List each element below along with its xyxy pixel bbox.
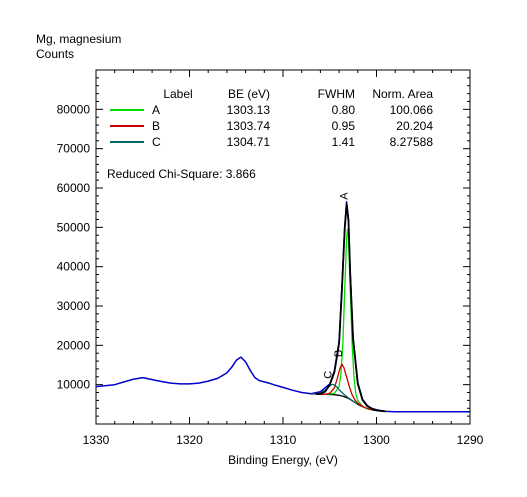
series-layer [95, 201, 470, 413]
legend-header-fwhm: FWHM [318, 87, 355, 101]
legend-header-be: BE (eV) [228, 87, 270, 101]
legend-area-b: 20.204 [396, 119, 433, 133]
x-tick-label-0: 1330 [83, 433, 110, 447]
legend-be-b: 1303.74 [227, 119, 271, 133]
series-b-line [320, 363, 372, 411]
peak-label-layer: A B C [323, 192, 351, 379]
legend-fwhm-a: 0.80 [332, 103, 356, 117]
y-tick-label-3: 40000 [57, 260, 91, 274]
legend-label-c: C [152, 135, 161, 149]
axis-ticks: 1330 1320 1310 1300 1290 10000 20000 30000 40000… [57, 70, 484, 447]
y-tick-label-1: 20000 [57, 338, 91, 352]
legend-header-label: Label [163, 87, 192, 101]
legend-area-c: 8.27588 [390, 135, 434, 149]
legend-fwhm-b: 0.95 [332, 119, 356, 133]
y-tick-label-0: 10000 [57, 378, 91, 392]
legend-be-a: 1303.13 [227, 103, 271, 117]
y-tick-label-2: 30000 [57, 299, 91, 313]
x-axis-label: Binding Energy, (eV) [228, 453, 338, 467]
chart-title: Mg, magnesium [36, 32, 121, 46]
legend-fwhm-c: 1.41 [332, 135, 356, 149]
legend-area-a: 100.066 [390, 103, 434, 117]
peak-label-c: C [323, 371, 335, 379]
x-tick-label-4: 1290 [457, 433, 484, 447]
y-tick-label-5: 60000 [57, 181, 91, 195]
x-tick-label-1: 1320 [176, 433, 203, 447]
y-axis-label: Counts [36, 47, 74, 61]
annotation-chi-square: Reduced Chi-Square: 3.866 [107, 167, 256, 181]
y-tick-label-4: 50000 [57, 220, 91, 234]
series-envelope-line [315, 202, 386, 413]
legend-label-a: A [152, 103, 160, 117]
legend-label-b: B [152, 119, 160, 133]
peak-label-a: A [339, 192, 351, 200]
x-tick-label-2: 1310 [270, 433, 297, 447]
legend: Label BE (eV) FWHM Norm. Area A 1303.13 0.80 10… [110, 87, 433, 149]
y-tick-label-7: 80000 [57, 102, 91, 116]
series-data-line [95, 201, 470, 413]
legend-be-c: 1304.71 [227, 135, 271, 149]
legend-header-area: Norm. Area [372, 87, 433, 101]
y-tick-label-6: 70000 [57, 142, 91, 156]
peak-label-b: B [333, 350, 345, 357]
x-tick-label-3: 1300 [363, 433, 390, 447]
